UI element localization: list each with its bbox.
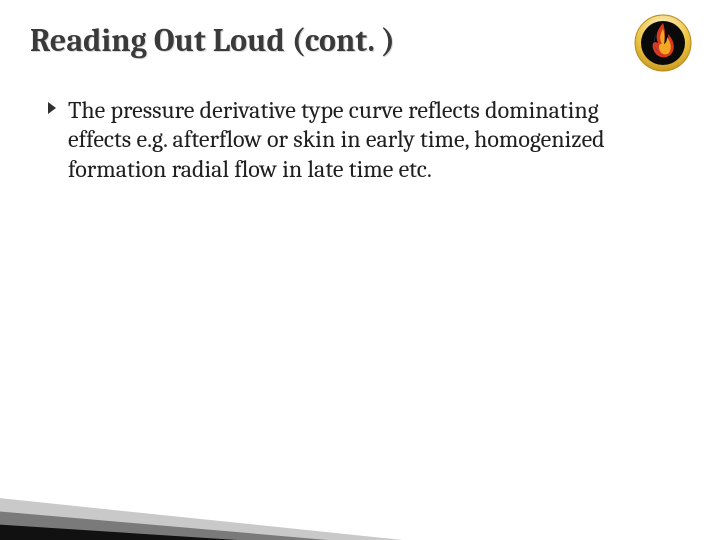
logo-icon: [634, 14, 692, 72]
slide: Reading Out Loud (cont. ) The pressure d…: [0, 0, 720, 540]
bullet-text: The pressure derivative type curve refle…: [68, 96, 650, 184]
slide-title: Reading Out Loud (cont. ): [30, 22, 395, 59]
bullet-item: The pressure derivative type curve refle…: [48, 96, 650, 184]
decor-stripes-icon: [0, 438, 480, 540]
bullet-marker-icon: [48, 102, 56, 114]
